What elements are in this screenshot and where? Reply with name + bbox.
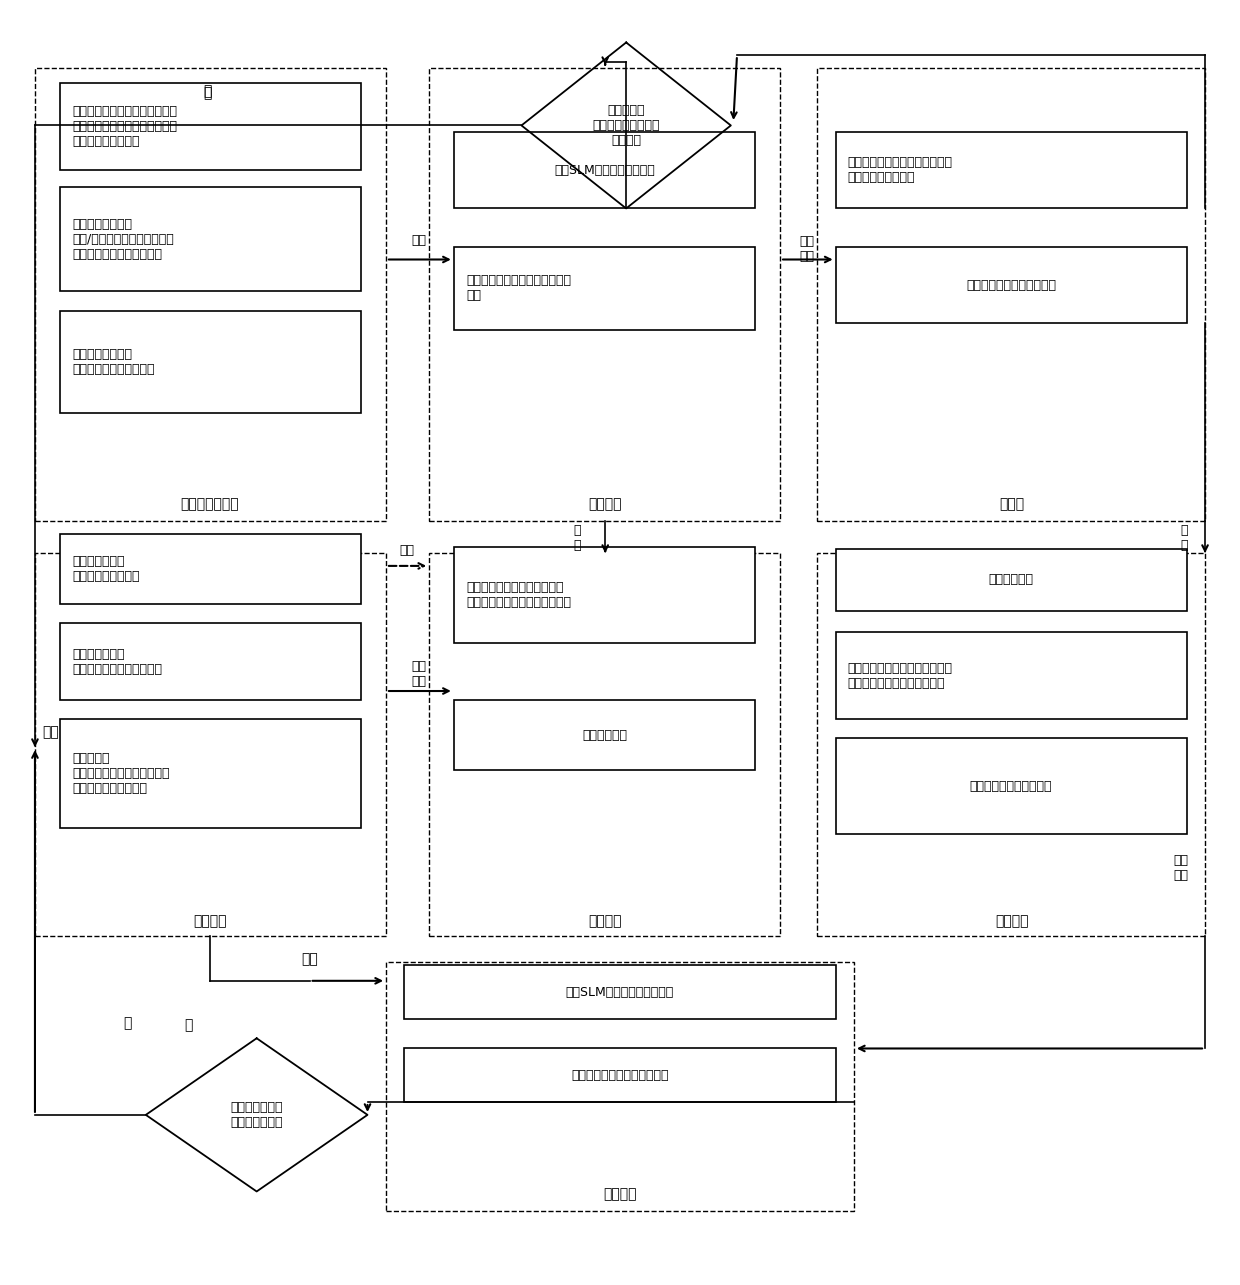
Text: 优化: 优化 (42, 725, 60, 739)
Text: 分析得到构件各节点最高温度、
温度梯度、冷却速度: 分析得到构件各节点最高温度、 温度梯度、冷却速度 (848, 157, 952, 184)
Text: 激光相关参数：
分布、功率、有效作用半径: 激光相关参数： 分布、功率、有效作用半径 (72, 648, 162, 676)
FancyBboxPatch shape (454, 546, 755, 642)
FancyBboxPatch shape (836, 739, 1187, 834)
Text: 工艺参数: 工艺参数 (193, 914, 227, 928)
FancyBboxPatch shape (60, 623, 361, 700)
Text: 赋予: 赋予 (412, 234, 427, 247)
FancyBboxPatch shape (836, 549, 1187, 610)
Text: 否: 否 (203, 86, 212, 100)
FancyBboxPatch shape (454, 247, 755, 330)
Text: 路径相关：
扫描方向，扫描长度，扫描间
距，各层扫描方向夹角: 路径相关： 扫描方向，扫描长度，扫描间 距，各层扫描方向夹角 (72, 752, 170, 795)
Text: 否: 否 (185, 1019, 193, 1033)
Text: 分析得到残余应力及翘曲变形: 分析得到残余应力及翘曲变形 (572, 1069, 668, 1082)
Text: 构件各节点在各时刻的温度: 构件各节点在各时刻的温度 (966, 279, 1056, 292)
FancyBboxPatch shape (836, 632, 1187, 720)
Text: 优化: 优化 (301, 952, 317, 966)
Text: 计算
分析: 计算 分析 (800, 235, 815, 263)
FancyBboxPatch shape (454, 132, 755, 208)
Text: 与相态相关属性：
密度，导热系数，比热容: 与相态相关属性： 密度，导热系数，比热容 (72, 348, 155, 375)
FancyBboxPatch shape (60, 535, 361, 604)
Text: 加
载: 加 载 (1180, 524, 1188, 551)
Text: 保证精度，确定单元尺寸，划分
网格: 保证精度，确定单元尺寸，划分 网格 (466, 274, 572, 302)
Text: 否: 否 (123, 1016, 131, 1031)
FancyBboxPatch shape (404, 965, 836, 1019)
Text: 最高温度，
生成率和温度梯度符
合要求？: 最高温度， 生成率和温度梯度符 合要求？ (593, 104, 660, 146)
Text: 否: 否 (203, 84, 212, 98)
Text: 加热面、构件表面设置热流密
度、热对流、热辐射及表面张力: 加热面、构件表面设置热流密 度、热对流、热辐射及表面张力 (466, 581, 572, 609)
Text: 力学模型: 力学模型 (994, 914, 1028, 928)
Text: 得到SLM构件各时刻应力应变: 得到SLM构件各时刻应力应变 (565, 986, 675, 998)
Text: 在模型底部添加位移约束: 在模型底部添加位移约束 (970, 780, 1053, 793)
FancyBboxPatch shape (60, 186, 361, 292)
Text: 应力应变: 应力应变 (603, 1187, 637, 1201)
Text: 基本热相关属性：
凝固/液化温度，潜热，粘性，
放射率，对流系数，孔隙率: 基本热相关属性： 凝固/液化温度，潜热，粘性， 放射率，对流系数，孔隙率 (72, 217, 174, 261)
FancyBboxPatch shape (60, 720, 361, 828)
Text: 加载温度载荷: 加载温度载荷 (988, 573, 1034, 586)
Text: 残余应力及变形
是否符合要求？: 残余应力及变形 是否符合要求？ (231, 1101, 283, 1128)
Text: 决定: 决定 (399, 544, 414, 558)
FancyBboxPatch shape (836, 247, 1187, 324)
Text: 对金属粉末进行激光渗透照射实
验，分析得出金属粉末层激光吸
收率及激光渗透系数: 对金属粉末进行激光渗透照射实 验，分析得出金属粉末层激光吸 收率及激光渗透系数 (72, 105, 177, 148)
Text: 温度场: 温度场 (999, 497, 1024, 511)
FancyBboxPatch shape (454, 700, 755, 770)
FancyBboxPatch shape (836, 132, 1187, 208)
Text: 精度相关参数：
分层层厚，加工方向: 精度相关参数： 分层层厚，加工方向 (72, 555, 139, 583)
Text: 计算
分析: 计算 分析 (1173, 855, 1188, 883)
FancyBboxPatch shape (404, 1049, 836, 1103)
Text: 边界条件: 边界条件 (589, 914, 622, 928)
Text: 流体模型: 流体模型 (589, 497, 622, 511)
FancyBboxPatch shape (60, 311, 361, 412)
Text: 设置环境温度: 设置环境温度 (582, 729, 627, 741)
Text: 热相关材料属性: 热相关材料属性 (181, 497, 239, 511)
Text: 判断
加载: 判断 加载 (412, 660, 427, 689)
Text: 加载材料力学相关属性，并利用
生死单元法控制不同单元属性: 加载材料力学相关属性，并利用 生死单元法控制不同单元属性 (848, 662, 952, 690)
Text: 根据SLM尺寸建立实体模型: 根据SLM尺寸建立实体模型 (554, 163, 655, 176)
Text: 加
载: 加 载 (573, 524, 580, 551)
FancyBboxPatch shape (60, 84, 361, 170)
